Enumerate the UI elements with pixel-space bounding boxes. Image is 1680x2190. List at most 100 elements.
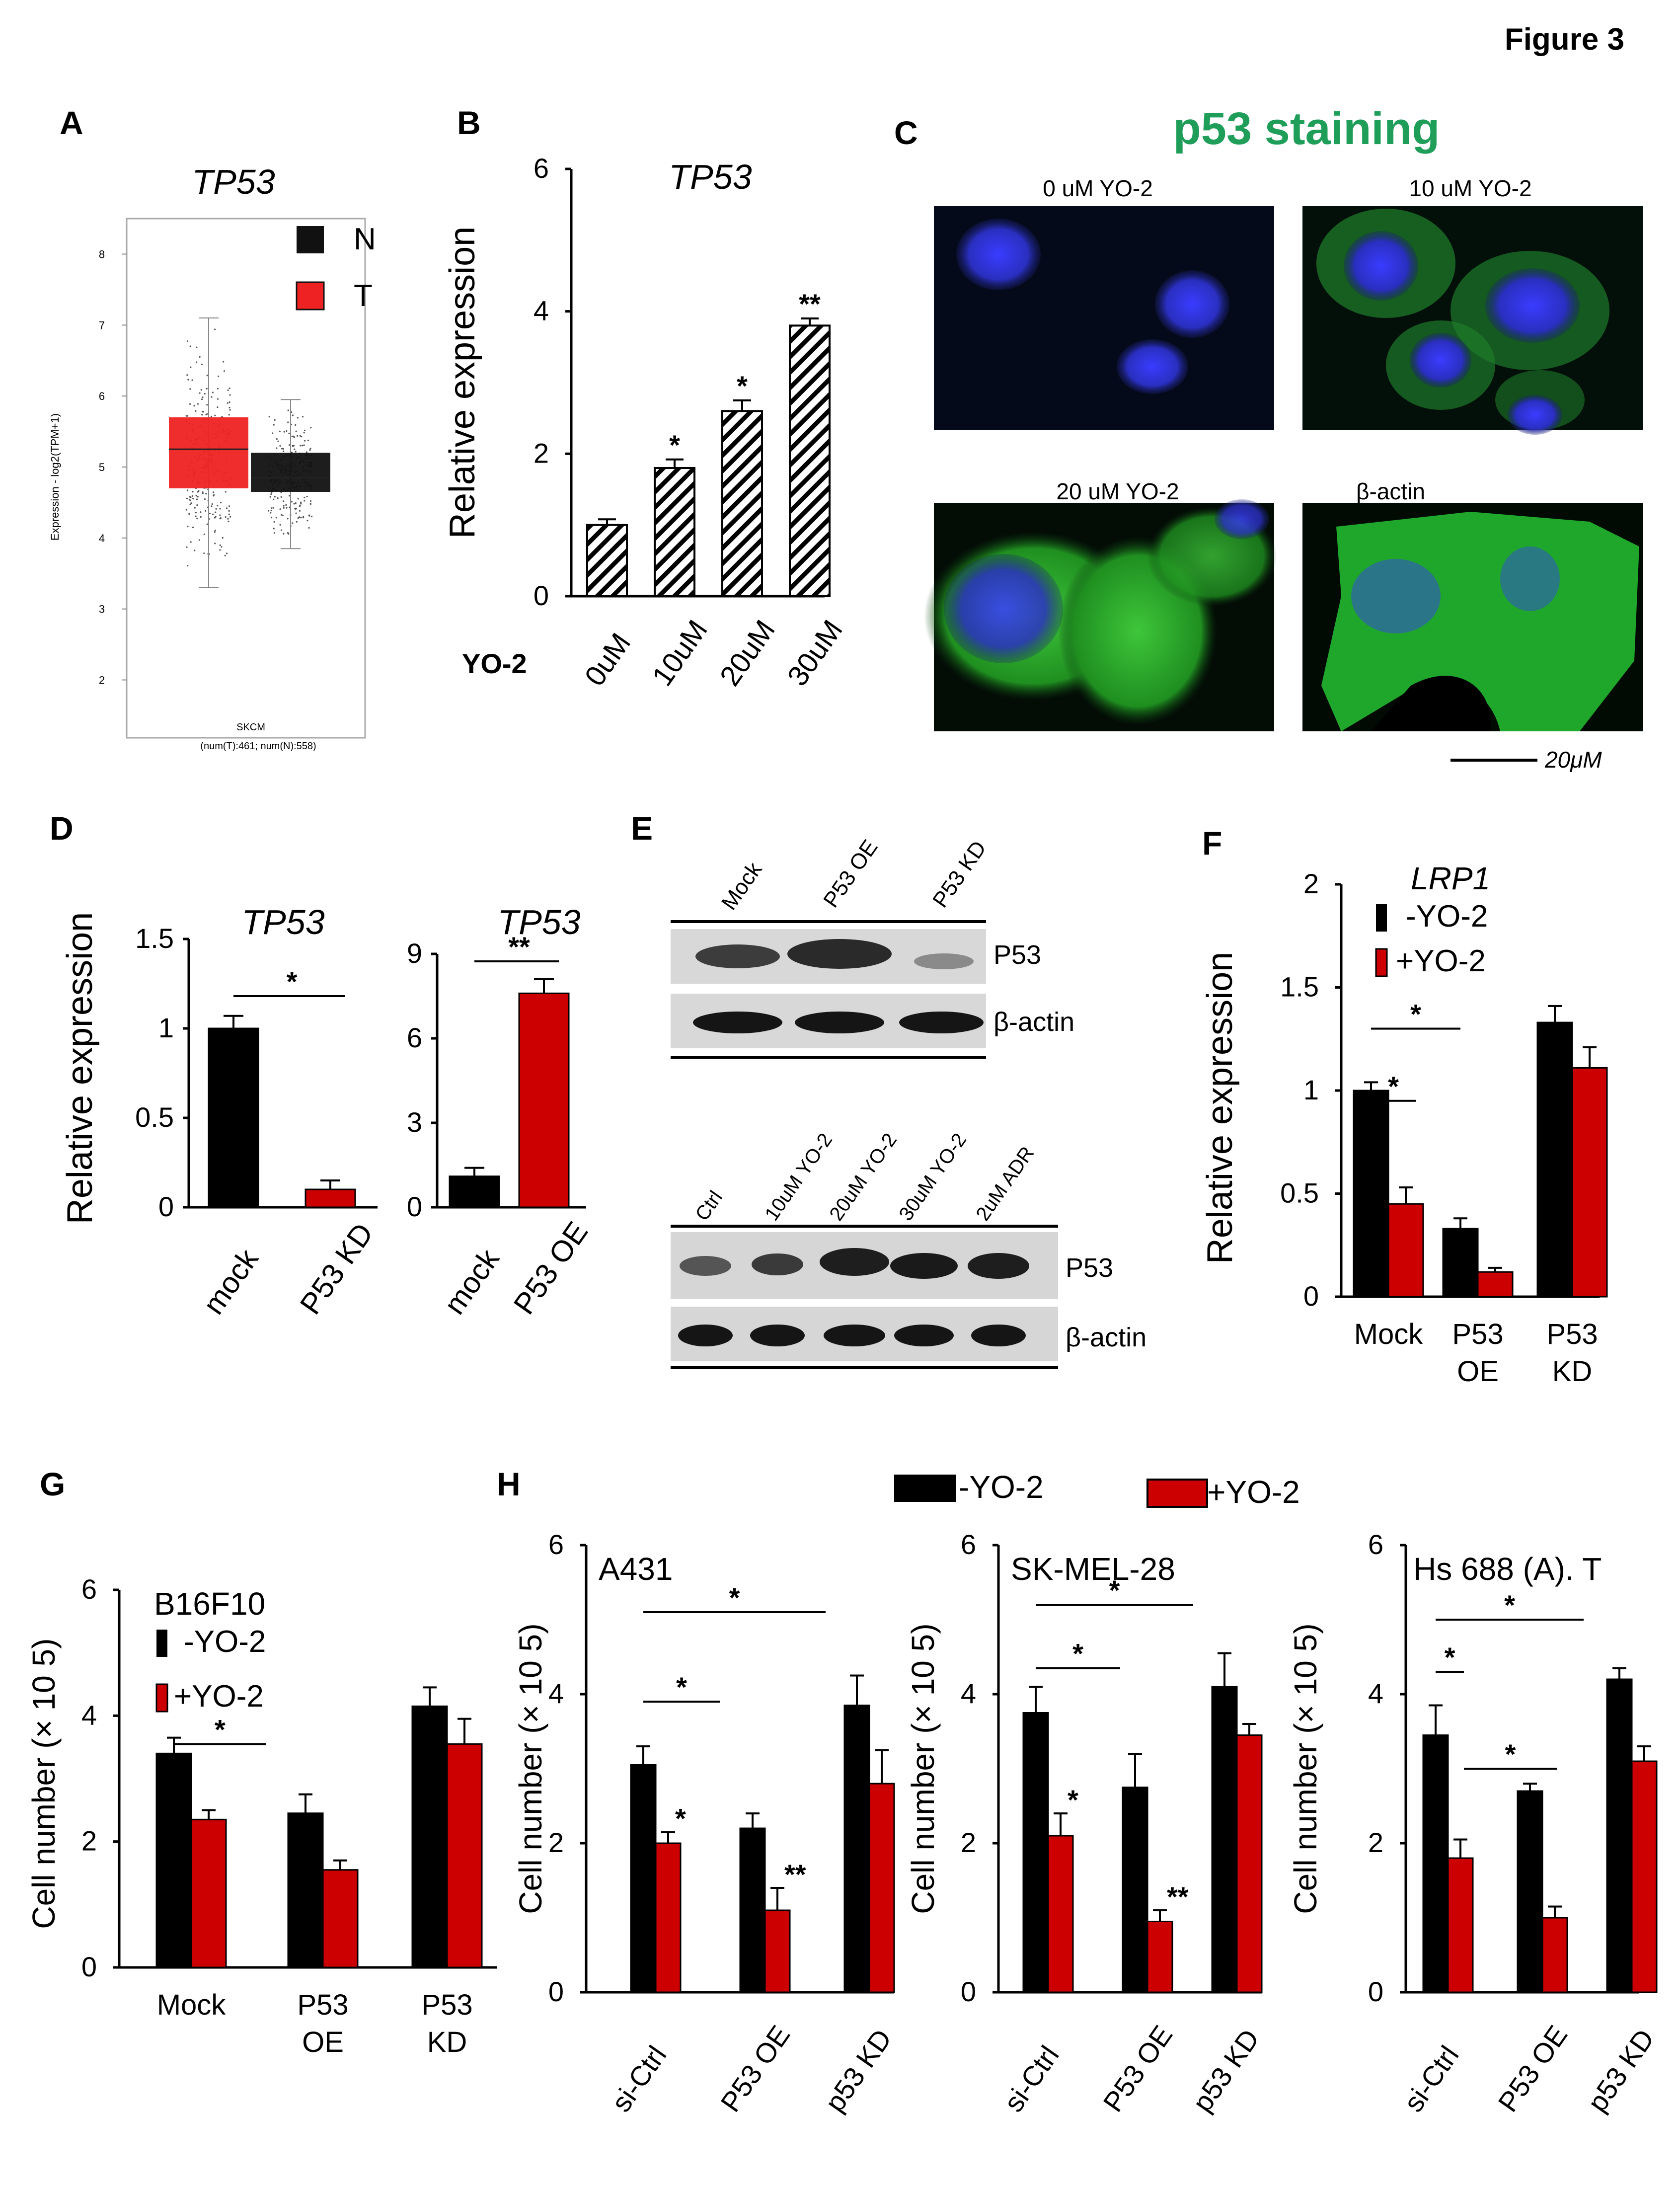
sample-point	[283, 431, 285, 433]
bar-P53-OE--YO-2	[1122, 1787, 1148, 1993]
sample-point	[189, 388, 191, 390]
x-tick-label: 20uM	[713, 614, 781, 692]
sample-point	[189, 403, 191, 405]
sample-point	[299, 516, 301, 518]
panel-e: Mock P53 OE P53 KD P53 β-actin Ctrl 10uM…	[671, 835, 1146, 1369]
sample-point	[283, 533, 285, 535]
sample-point	[292, 445, 294, 447]
sample-point	[203, 533, 205, 536]
y-tick-label: 4	[81, 1699, 97, 1730]
sample-point	[199, 356, 201, 358]
significance-mark: **	[799, 288, 821, 319]
significance-mark: **	[784, 1859, 806, 1890]
sample-point	[271, 491, 273, 493]
x-tick-label: p53 KD	[1581, 2024, 1660, 2117]
sample-point	[306, 520, 308, 522]
sample-point	[280, 496, 282, 498]
sample-point	[190, 366, 192, 368]
sample-point	[194, 549, 196, 551]
bar-si-Ctrl-+YO-2	[1447, 1857, 1474, 1993]
sample-point	[306, 495, 308, 498]
y-tick-label: 3	[99, 603, 105, 616]
lane-label-20uM: 20uM YO-2	[825, 1129, 901, 1225]
sample-point	[273, 498, 275, 500]
sample-point	[206, 388, 208, 390]
sample-point	[299, 510, 301, 512]
y-tick-label: 4	[961, 1678, 976, 1709]
sample-point	[219, 508, 221, 510]
sample-point	[288, 444, 291, 446]
y-tick-label: 1	[158, 1012, 174, 1043]
sample-point	[203, 552, 205, 554]
sample-point	[274, 496, 276, 498]
comparison-mark: *	[1072, 1638, 1083, 1669]
sample-point	[185, 415, 187, 417]
sample-point	[217, 398, 219, 400]
legend-swatch-n	[297, 226, 324, 253]
sample-point	[273, 521, 275, 523]
y-axis-label: Relative expression	[443, 227, 482, 539]
sample-point	[229, 409, 231, 411]
sample-point	[268, 416, 270, 418]
chart-title: B16F10	[154, 1586, 265, 1622]
sample-point	[193, 405, 195, 407]
panel-letter-b: B	[457, 104, 481, 141]
sample-point	[280, 491, 282, 493]
y-tick-label: 2	[1368, 1827, 1383, 1858]
sample-point	[192, 527, 194, 529]
sample-point	[196, 361, 198, 363]
sample-point	[196, 518, 198, 520]
panel-letter-f: F	[1202, 825, 1222, 861]
panel-a-y-ticks: 8 7 6 5 4 3 2	[99, 248, 127, 687]
sample-point	[229, 516, 231, 518]
sample-point	[302, 416, 304, 418]
x-tick-label: KD	[427, 2026, 467, 2058]
sample-point	[221, 546, 223, 548]
sample-point	[214, 328, 216, 330]
x-tick-label: P53 OE	[1097, 2020, 1178, 2117]
y-tick-label: 0	[1368, 1976, 1383, 2007]
y-tick-label: 2	[548, 1827, 564, 1858]
sample-point	[195, 512, 197, 514]
sample-point	[214, 543, 216, 545]
x-tick-label: Mock	[1354, 1318, 1424, 1350]
sample-point	[304, 500, 305, 502]
micrograph-20uM	[924, 499, 1277, 731]
bar-P53-KD--YO-2	[411, 1705, 448, 1968]
sample-point	[300, 517, 302, 519]
bar-si-Ctrl--YO-2	[1022, 1712, 1049, 1993]
sample-point	[209, 512, 211, 515]
sample-point	[295, 451, 297, 453]
bar-Mock-+YO-2	[190, 1818, 227, 1968]
legend-label-minus-yo2: -YO-2	[959, 1469, 1044, 1505]
y-tick-label: 0	[534, 580, 549, 611]
sample-point	[281, 448, 283, 450]
y-tick-label: 6	[1368, 1529, 1383, 1560]
blot-top-p53-label: P53	[993, 940, 1041, 970]
sample-point	[223, 370, 226, 372]
sample-point	[302, 517, 305, 519]
sample-point	[301, 436, 303, 438]
sample-point	[187, 379, 189, 381]
x-tick-label: P53	[1452, 1318, 1503, 1350]
sample-point	[270, 493, 272, 495]
sample-point	[214, 517, 216, 519]
sample-point	[297, 435, 299, 437]
sample-point	[200, 516, 202, 518]
sample-point	[300, 445, 302, 447]
sample-point	[309, 448, 311, 450]
panel-h-legend: -YO-2 +YO-2	[894, 1469, 1300, 1510]
bar-p53-KD--YO-2	[843, 1705, 870, 1993]
panel-letter-d: D	[50, 810, 74, 847]
sample-point	[273, 532, 275, 534]
sample-point	[287, 409, 289, 411]
sample-point	[201, 363, 203, 366]
bar-si-Ctrl-+YO-2	[655, 1842, 682, 1993]
y-tick-label: 8	[99, 248, 105, 260]
blot-top-p53	[671, 929, 986, 984]
sample-point	[226, 552, 228, 554]
sample-point	[190, 541, 192, 543]
sample-point	[224, 554, 226, 556]
